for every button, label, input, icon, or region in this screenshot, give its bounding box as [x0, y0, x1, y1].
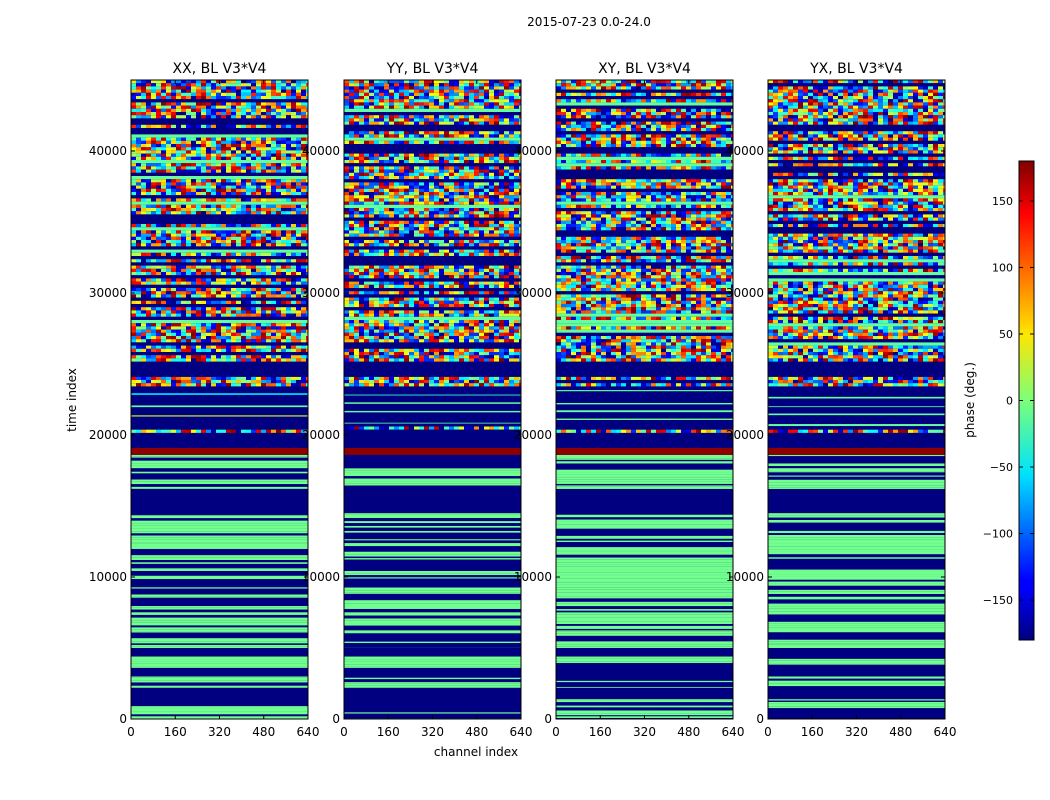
y-tick-label: 10000: [302, 570, 340, 584]
y-axis-label: time index: [65, 368, 79, 432]
x-tick-label: 0: [764, 725, 772, 739]
y-tick-label: 20000: [302, 428, 340, 442]
figure-suptitle: 2015-07-23 0.0-24.0: [527, 15, 651, 29]
panel-2: YY, BL V3*V4 0 160 320 480 640 0 10000 20000 3000…: [302, 61, 533, 739]
y-tick-label: 0: [119, 712, 127, 726]
panel-heatmap: [344, 80, 524, 719]
x-tick-label: 0: [127, 725, 135, 739]
x-tick-label: 480: [889, 725, 912, 739]
y-tick-label: 10000: [89, 570, 127, 584]
phase-waterfall-figure: 2015-07-23 0.0-24.0 XX, BL V3*V4 0 160 320 4…: [0, 0, 1050, 800]
y-tick-label: 20000: [514, 428, 552, 442]
colorbar-tick-label: −50: [990, 461, 1013, 474]
colorbar: −150 −100 −50 0 50 100 150 phase (deg.): [963, 161, 1034, 640]
panel-1: XX, BL V3*V4 0 160 320 480 640 0 10000 20000 3000…: [89, 61, 320, 739]
y-tick-label: 0: [756, 712, 764, 726]
colorbar-tick-label: −150: [983, 594, 1013, 607]
x-tick-label: 160: [377, 725, 400, 739]
colorbar-tick-label: 0: [1006, 395, 1013, 408]
x-tick-label: 0: [340, 725, 348, 739]
y-tick-label: 40000: [726, 144, 764, 158]
colorbar-tick-label: 50: [999, 328, 1013, 341]
x-tick-label: 480: [465, 725, 488, 739]
y-tick-label: 30000: [514, 286, 552, 300]
panel-title: YX, BL V3*V4: [809, 61, 903, 77]
y-tick-label: 30000: [302, 286, 340, 300]
x-tick-label: 320: [421, 725, 444, 739]
x-tick-label: 480: [677, 725, 700, 739]
colorbar-label: phase (deg.): [963, 362, 977, 438]
panel-title: XY, BL V3*V4: [598, 61, 691, 77]
panels-group: XX, BL V3*V4 0 160 320 480 640 0 10000 20000 3000…: [89, 61, 957, 739]
x-tick-label: 160: [589, 725, 612, 739]
x-axis-label: channel index: [434, 745, 518, 759]
x-tick-label: 320: [208, 725, 231, 739]
y-tick-label: 0: [544, 712, 552, 726]
y-tick-label: 20000: [726, 428, 764, 442]
x-tick-label: 640: [297, 725, 320, 739]
panel-title: XX, BL V3*V4: [173, 61, 267, 77]
x-tick-label: 480: [252, 725, 275, 739]
panel-4: YX, BL V3*V4 0 160 320 480 640 0 10000 20000 3000…: [726, 61, 957, 739]
x-tick-label: 320: [845, 725, 868, 739]
x-tick-label: 320: [633, 725, 656, 739]
y-tick-label: 10000: [514, 570, 552, 584]
panel-heatmap: [556, 80, 736, 719]
panel-heatmap: [131, 80, 311, 719]
panel-title: YY, BL V3*V4: [386, 61, 479, 77]
y-tick-label: 20000: [89, 428, 127, 442]
x-tick-label: 0: [552, 725, 560, 739]
y-tick-label: 0: [332, 712, 340, 726]
x-tick-label: 160: [164, 725, 187, 739]
colorbar-tick-label: 100: [992, 261, 1013, 274]
x-tick-label: 160: [801, 725, 824, 739]
y-tick-label: 40000: [89, 144, 127, 158]
panel-3: XY, BL V3*V4 0 160 320 480 640 0 10000 20000 3000…: [514, 61, 745, 739]
y-tick-label: 40000: [514, 144, 552, 158]
y-tick-label: 40000: [302, 144, 340, 158]
panel-heatmap: [768, 80, 948, 719]
colorbar-tick-label: −100: [983, 528, 1013, 541]
colorbar-tick-label: 150: [992, 195, 1013, 208]
y-tick-label: 30000: [89, 286, 127, 300]
y-tick-label: 10000: [726, 570, 764, 584]
x-tick-label: 640: [722, 725, 745, 739]
y-tick-label: 30000: [726, 286, 764, 300]
x-tick-label: 640: [510, 725, 533, 739]
x-tick-label: 640: [934, 725, 957, 739]
